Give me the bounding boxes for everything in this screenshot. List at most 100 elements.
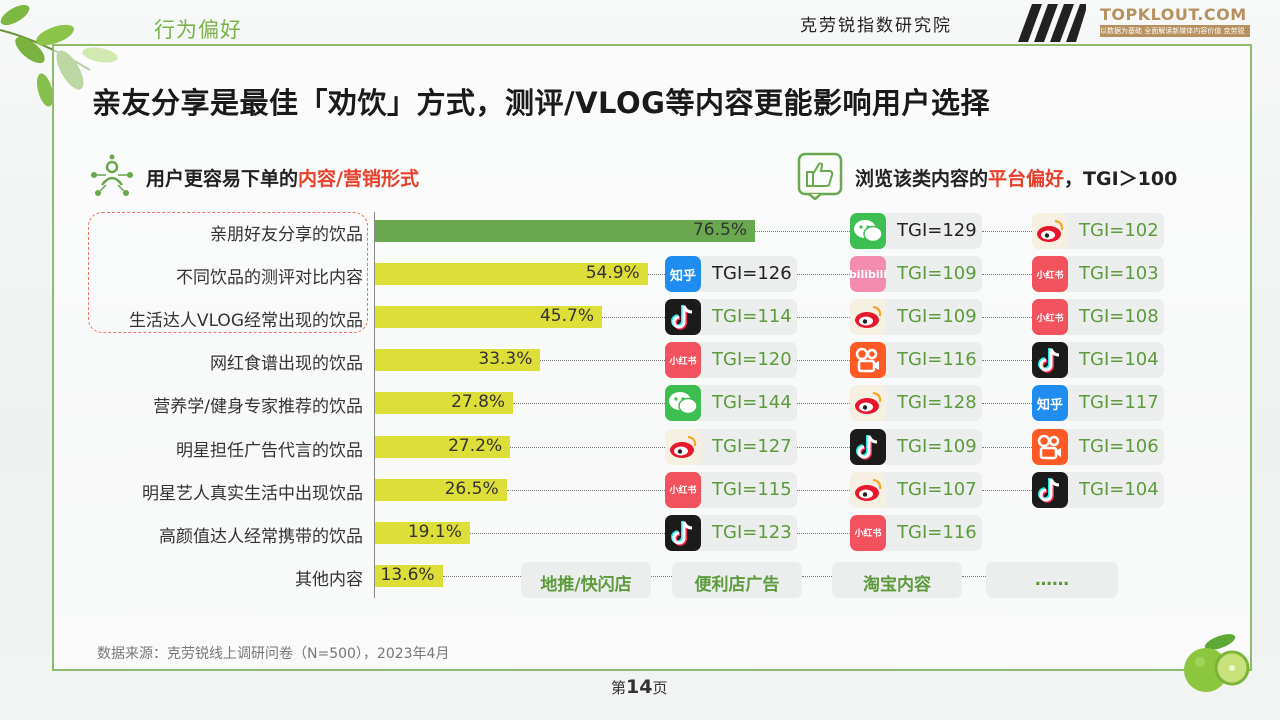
platform-tgi-card: TGI=144 [665, 385, 797, 422]
leader-line [797, 360, 850, 362]
leader-line [442, 575, 521, 577]
tgi-value: TGI=144 [712, 392, 792, 414]
tgi-value: TGI=128 [897, 392, 977, 414]
leader-line [602, 317, 665, 319]
leader-line [797, 532, 850, 534]
douyin-icon [665, 514, 701, 551]
top3-highlight-box [88, 212, 368, 333]
org-name: 克劳锐指数研究院 [800, 16, 952, 36]
weibo-icon [850, 471, 886, 508]
lime-decoration [1184, 634, 1250, 692]
kuaishou-icon [850, 342, 886, 379]
bar [375, 349, 541, 372]
leader-line [797, 489, 850, 491]
xiaohongshu-icon: 小红书 [850, 514, 886, 551]
leader-line [506, 489, 665, 491]
leader-line [797, 446, 850, 448]
category-label: 明星艺人真实生活中出现饮品 [142, 483, 363, 504]
tgi-value: TGI=109 [897, 306, 977, 328]
category-label: 网红食谱出现的饮品 [210, 354, 363, 375]
category-label: 明星担任广告代言的饮品 [176, 440, 363, 461]
other-channel-label: …… [1035, 569, 1069, 590]
bar [375, 392, 514, 415]
right-heading-prefix: 浏览该类内容的 [855, 168, 989, 190]
zhihu-icon: 知乎 [1032, 385, 1068, 422]
category-label: 亲朋好友分享的饮品 [210, 225, 363, 245]
leader-line [982, 489, 1032, 491]
other-channel-pill: …… [986, 561, 1118, 598]
tgi-value: TGI=117 [1079, 392, 1159, 414]
weibo-icon [850, 385, 886, 422]
xiaohongshu-icon: 小红书 [1032, 299, 1068, 336]
tgi-value: TGI=107 [897, 478, 977, 500]
platform-tgi-card: TGI=106 [1032, 428, 1164, 465]
bar [375, 435, 511, 458]
platform-tgi-card: TGI=107 [850, 471, 982, 508]
other-channel-pill: 地推/快闪店 [521, 561, 651, 598]
leader-line [469, 532, 665, 534]
leader-line [982, 360, 1032, 362]
platform-tgi-card: 小红书 TGI=116 [850, 514, 982, 551]
leader-line [982, 274, 1032, 276]
platform-tgi-card: 小红书 TGI=108 [1032, 299, 1164, 336]
platform-tgi-card: TGI=104 [1032, 471, 1164, 508]
thumbs-up-icon [797, 152, 843, 200]
platform-tgi-card: TGI=109 [850, 299, 982, 336]
wechat-icon [850, 213, 886, 249]
category-label: 高颜值达人经常携带的饮品 [159, 526, 363, 547]
wechat-icon [665, 385, 701, 422]
platform-tgi-card: 知乎 TGI=126 [665, 256, 797, 293]
douyin-icon [1032, 471, 1068, 508]
other-channel-label: 淘宝内容 [863, 574, 931, 595]
leader-line [962, 575, 986, 577]
platform-tgi-card: TGI=129 [850, 213, 982, 249]
brand-logo-subline: 以数据为基础 全面解读新媒体内容价值 克劳锐 [1100, 25, 1250, 37]
network-people-icon [91, 154, 133, 196]
douyin-icon [1032, 342, 1068, 379]
tgi-value: TGI=127 [712, 435, 792, 457]
leader-line [797, 274, 850, 276]
platform-tgi-card: bilibili TGI=109 [850, 256, 982, 293]
tgi-value: TGI=104 [1079, 478, 1159, 500]
leader-line [755, 231, 850, 232]
left-section-heading: 用户更容易下单的内容/营销形式 [146, 164, 419, 191]
kuaishou-icon [1032, 428, 1068, 465]
platform-tgi-card: TGI=104 [1032, 342, 1164, 379]
other-channel-label: 便利店广告 [694, 574, 780, 595]
right-heading-highlight: 平台偏好 [988, 168, 1065, 190]
xiaohongshu-icon: 小红书 [665, 342, 701, 379]
chart-axis [374, 212, 375, 598]
bar-value-label: 54.9% [585, 263, 640, 284]
tgi-value: TGI=104 [1079, 349, 1159, 371]
bar [375, 263, 648, 286]
bar-value-label: 26.5% [444, 478, 499, 499]
tgi-value: TGI=120 [712, 349, 792, 371]
category-label: 生活达人VLOG经常出现的饮品 [128, 311, 363, 332]
leader-line [647, 274, 665, 276]
bar-value-label: 19.1% [407, 521, 462, 542]
leader-line [982, 403, 1032, 405]
platform-tgi-card: TGI=127 [665, 428, 797, 465]
category-label: 不同饮品的测评对比内容 [176, 268, 363, 289]
page-title: 亲友分享是最佳「劝饮」方式，测评/VLOG等内容更能影响用户选择 [92, 86, 990, 120]
other-channel-pill: 淘宝内容 [832, 561, 962, 598]
platform-tgi-card: TGI=128 [850, 385, 982, 422]
xiaohongshu-icon: 小红书 [1032, 256, 1068, 293]
bar [375, 306, 602, 329]
leader-line [982, 317, 1032, 319]
bar-value-label: 13.6% [380, 564, 435, 585]
bar-value-label: 33.3% [478, 349, 533, 370]
leader-line [513, 403, 665, 405]
tgi-value: TGI=106 [1079, 435, 1159, 457]
weibo-icon [665, 428, 701, 465]
leader-line [540, 360, 665, 362]
logo-stripes [1018, 4, 1086, 42]
page-number: 第14页 [611, 676, 667, 698]
weibo-icon [1032, 213, 1068, 249]
bar-value-label: 45.7% [539, 306, 594, 327]
leader-line [982, 446, 1032, 448]
leader-line [982, 231, 1032, 232]
tgi-value: TGI=114 [712, 306, 792, 328]
bar [375, 521, 470, 544]
page-suffix: 页 [652, 679, 668, 697]
